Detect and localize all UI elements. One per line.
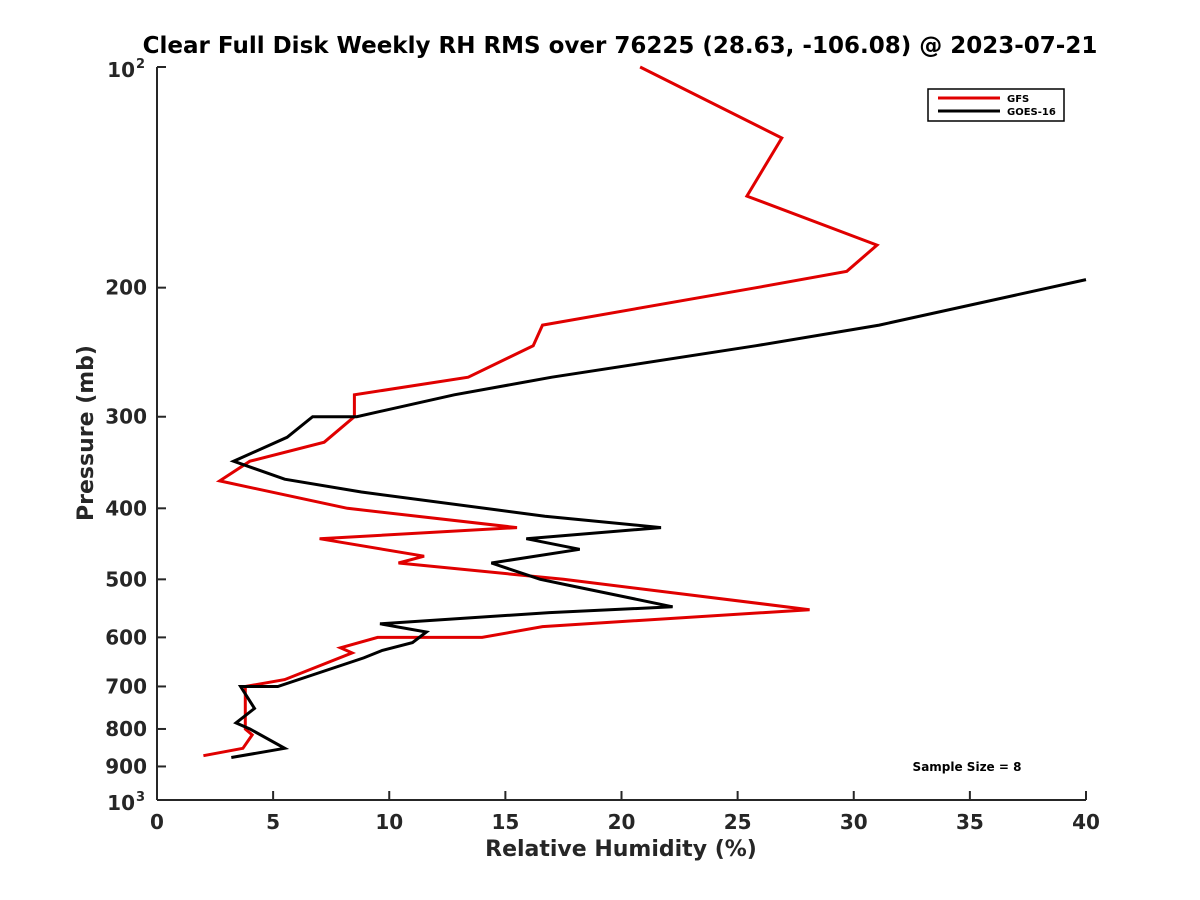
y-tick-exponent: 2 bbox=[136, 57, 145, 72]
y-tick-label: 900 bbox=[105, 754, 147, 778]
y-tick-label: 200 bbox=[105, 276, 147, 300]
plot-area bbox=[157, 67, 1086, 800]
x-axis-label: Relative Humidity (%) bbox=[485, 837, 757, 862]
x-tick-label: 40 bbox=[1072, 810, 1100, 834]
series-line-gfs bbox=[203, 65, 880, 758]
x-tick-label: 15 bbox=[491, 810, 519, 834]
x-tick-label: 35 bbox=[956, 810, 984, 834]
y-tick-label: 800 bbox=[105, 717, 147, 741]
series-layer bbox=[203, 65, 1087, 759]
chart-title: Clear Full Disk Weekly RH RMS over 76225… bbox=[143, 33, 1098, 59]
x-tick-label: 0 bbox=[150, 810, 164, 834]
x-tick-label: 25 bbox=[724, 810, 752, 834]
y-tick-label: 300 bbox=[105, 405, 147, 429]
x-tick-label: 5 bbox=[266, 810, 280, 834]
x-tick-label: 30 bbox=[840, 810, 868, 834]
y-tick-label: 700 bbox=[105, 674, 147, 698]
y-tick-exponent: 3 bbox=[136, 790, 145, 805]
x-tick-label: 20 bbox=[608, 810, 636, 834]
y-tick-label: 500 bbox=[105, 567, 147, 591]
y-axis-label: Pressure (mb) bbox=[74, 345, 99, 521]
legend-box bbox=[927, 88, 1065, 122]
y-tick-label: 400 bbox=[105, 496, 147, 520]
sample-size-annotation: Sample Size = 8 bbox=[913, 760, 1022, 774]
y-tick-label: 10 bbox=[107, 791, 135, 815]
x-tick-label: 10 bbox=[375, 810, 403, 834]
legend-label-goes-16: GOES-16 bbox=[1007, 107, 1056, 118]
series-line-goes-16 bbox=[229, 278, 1087, 759]
y-tick-label: 600 bbox=[105, 625, 147, 649]
y-tick-label: 10 bbox=[107, 58, 135, 82]
legend-label-gfs: GFS bbox=[1007, 94, 1029, 105]
legend: GFS GOES-16 bbox=[927, 88, 1065, 122]
